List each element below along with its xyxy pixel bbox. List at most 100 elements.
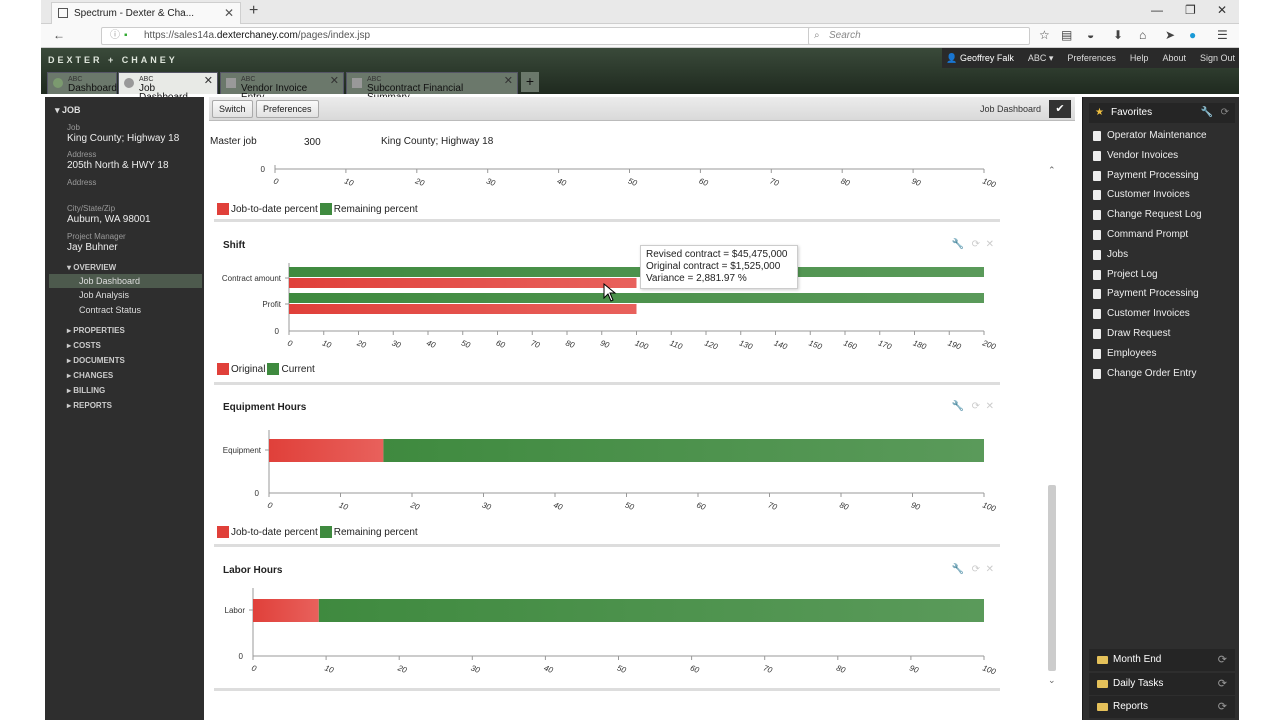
x-tick-label: 80 bbox=[840, 176, 852, 188]
preferences-link[interactable]: Preferences bbox=[1067, 53, 1116, 63]
favorite-item[interactable]: Employees bbox=[1093, 347, 1156, 361]
nav-contract-status[interactable]: Contract Status bbox=[79, 305, 142, 315]
nav-job-analysis[interactable]: Job Analysis bbox=[79, 290, 130, 300]
refresh-icon[interactable]: ⟳ bbox=[1217, 654, 1227, 666]
favorite-item[interactable]: Customer Invoices bbox=[1093, 307, 1190, 321]
scroll-down-icon[interactable]: ⌄ bbox=[1048, 675, 1056, 685]
refresh-icon[interactable]: ⟳ bbox=[1217, 701, 1227, 713]
x-tick-label: 70 bbox=[762, 663, 774, 675]
address-bar[interactable]: ⓘ ▪ https://sales14a.dexterchaney.com/pa… bbox=[101, 27, 843, 45]
y-category-label: Profit bbox=[262, 300, 281, 309]
new-tab-button[interactable]: + bbox=[249, 2, 259, 19]
x-tick-label: 90 bbox=[908, 663, 920, 675]
company-select[interactable]: ABC ▾ bbox=[1027, 52, 1054, 63]
download-icon[interactable]: ⬇ bbox=[1113, 28, 1124, 42]
wrench-icon[interactable]: 🔧 bbox=[951, 239, 964, 250]
wrench-icon[interactable]: 🔧 bbox=[951, 564, 964, 575]
home-icon[interactable]: ⌂ bbox=[1139, 28, 1147, 42]
back-icon[interactable]: ← bbox=[53, 28, 65, 42]
documents-group[interactable]: ▸ DOCUMENTS bbox=[67, 356, 125, 365]
favorite-item[interactable]: Command Prompt bbox=[1093, 228, 1188, 242]
properties-group[interactable]: ▸ PROPERTIES bbox=[67, 326, 125, 335]
close-icon[interactable]: ✕ bbox=[985, 401, 994, 412]
favorite-item[interactable]: Change Order Entry bbox=[1093, 367, 1197, 381]
close-icon[interactable]: ✕ bbox=[985, 564, 994, 575]
restore-icon[interactable]: ❐ bbox=[1185, 3, 1196, 17]
add-tab-button[interactable]: + bbox=[521, 72, 539, 92]
reports-group[interactable]: ▸ REPORTS bbox=[67, 401, 112, 410]
tab-dashboard[interactable]: ABC Dashboard bbox=[47, 72, 117, 94]
close-icon[interactable]: ✕ bbox=[985, 239, 994, 250]
browser-tab[interactable]: Spectrum - Dexter & Cha... ✕ bbox=[51, 2, 241, 24]
folder-reports[interactable]: Reports ⟳ bbox=[1089, 696, 1235, 718]
job-section-header[interactable]: ▾ JOB bbox=[55, 105, 81, 115]
bookmark-star-icon[interactable]: ☆ bbox=[1039, 28, 1050, 42]
refresh-icon[interactable]: ⟳ bbox=[971, 401, 980, 412]
browser-nav-bar: ← ⓘ ▪ https://sales14a.dexterchaney.com/… bbox=[41, 24, 1239, 48]
x-tick-label: 30 bbox=[481, 500, 493, 512]
costs-group[interactable]: ▸ COSTS bbox=[67, 341, 101, 350]
changes-group[interactable]: ▸ CHANGES bbox=[67, 371, 114, 380]
refresh-icon[interactable]: ⟳ bbox=[1220, 107, 1229, 118]
address-value: 205th North & HWY 18 bbox=[67, 160, 169, 171]
favorite-item[interactable]: Change Request Log bbox=[1093, 208, 1202, 222]
preferences-button[interactable]: Preferences bbox=[256, 100, 319, 118]
favorite-item[interactable]: Jobs bbox=[1093, 248, 1128, 262]
favorite-item[interactable]: Customer Invoices bbox=[1093, 188, 1190, 202]
pm-value: Jay Buhner bbox=[67, 242, 118, 253]
billing-group[interactable]: ▸ BILLING bbox=[67, 386, 106, 395]
menu-icon[interactable]: ☰ bbox=[1217, 28, 1228, 42]
x-tick-label: 0 bbox=[272, 176, 280, 186]
close-tab-icon[interactable]: ✕ bbox=[503, 75, 513, 87]
close-tab-icon[interactable]: ✕ bbox=[223, 6, 234, 20]
reading-list-icon[interactable]: ▤ bbox=[1061, 28, 1073, 42]
x-tick-label: 80 bbox=[835, 663, 847, 675]
search-placeholder: Search bbox=[829, 30, 861, 41]
send-icon[interactable]: ➤ bbox=[1165, 28, 1176, 42]
scroll-thumb[interactable] bbox=[1048, 485, 1056, 671]
app-logo: DEXTER + CHANEY bbox=[48, 55, 178, 65]
minimize-icon[interactable]: — bbox=[1151, 3, 1163, 17]
equipment-hours-chart: 00 10 20 30 40 50 60 70 80 90 100 Equipment bbox=[223, 430, 997, 514]
folder-daily-tasks[interactable]: Daily Tasks ⟳ bbox=[1089, 673, 1235, 695]
bar-red bbox=[253, 599, 319, 622]
wrench-icon[interactable]: 🔧 bbox=[951, 401, 964, 412]
main-content: Switch Preferences Job Dashboard ✔ Maste… bbox=[209, 97, 1075, 720]
sign-out-link[interactable]: Sign Out bbox=[1199, 53, 1235, 63]
url-path: /pages/index.jsp bbox=[297, 30, 371, 41]
x-tick-label: 0 bbox=[286, 338, 294, 348]
switch-button[interactable]: Switch bbox=[212, 100, 253, 118]
folder-icon bbox=[1097, 680, 1108, 688]
close-tab-icon[interactable]: ✕ bbox=[329, 75, 339, 87]
close-window-icon[interactable]: ✕ bbox=[1217, 3, 1228, 17]
refresh-icon[interactable]: ⟳ bbox=[971, 239, 980, 250]
favorite-item[interactable]: Draw Request bbox=[1093, 327, 1170, 341]
close-tab-icon[interactable]: ✕ bbox=[203, 75, 213, 87]
x-tick-label: 40 bbox=[543, 663, 555, 675]
favorite-item[interactable]: Vendor Invoices bbox=[1093, 149, 1178, 163]
overview-group[interactable]: ▾ OVERVIEW bbox=[67, 263, 117, 272]
refresh-icon[interactable]: ⟳ bbox=[1217, 678, 1227, 690]
partial-chart: 00 10 20 30 40 50 60 70 80 90 100 bbox=[261, 165, 997, 190]
pocket-icon[interactable]: ◒ bbox=[1087, 28, 1095, 42]
folder-month-end[interactable]: Month End ⟳ bbox=[1089, 649, 1235, 671]
vertical-scrollbar[interactable]: ⌃ ⌄ bbox=[1047, 165, 1057, 685]
favorite-item[interactable]: Project Log bbox=[1093, 268, 1158, 282]
user-name[interactable]: 👤 Geoffrey Falk bbox=[946, 52, 1014, 63]
nav-job-dashboard[interactable]: Job Dashboard bbox=[49, 274, 202, 288]
wrench-icon[interactable]: 🔧 bbox=[1200, 107, 1213, 118]
refresh-icon[interactable]: ⟳ bbox=[971, 564, 980, 575]
search-input[interactable]: ⌕ Search bbox=[808, 27, 1030, 45]
about-link[interactable]: About bbox=[1162, 53, 1186, 63]
favorite-item[interactable]: Operator Maintenance bbox=[1093, 129, 1207, 143]
skype-icon[interactable]: ● bbox=[1189, 28, 1197, 42]
favorite-item[interactable]: Payment Processing bbox=[1093, 169, 1199, 183]
scroll-up-icon[interactable]: ⌃ bbox=[1048, 165, 1056, 175]
favorite-item[interactable]: Payment Processing bbox=[1093, 287, 1199, 301]
help-link[interactable]: Help bbox=[1129, 53, 1149, 63]
x-tick-label: 100 bbox=[981, 176, 997, 189]
check-icon[interactable]: ✔ bbox=[1049, 100, 1071, 118]
